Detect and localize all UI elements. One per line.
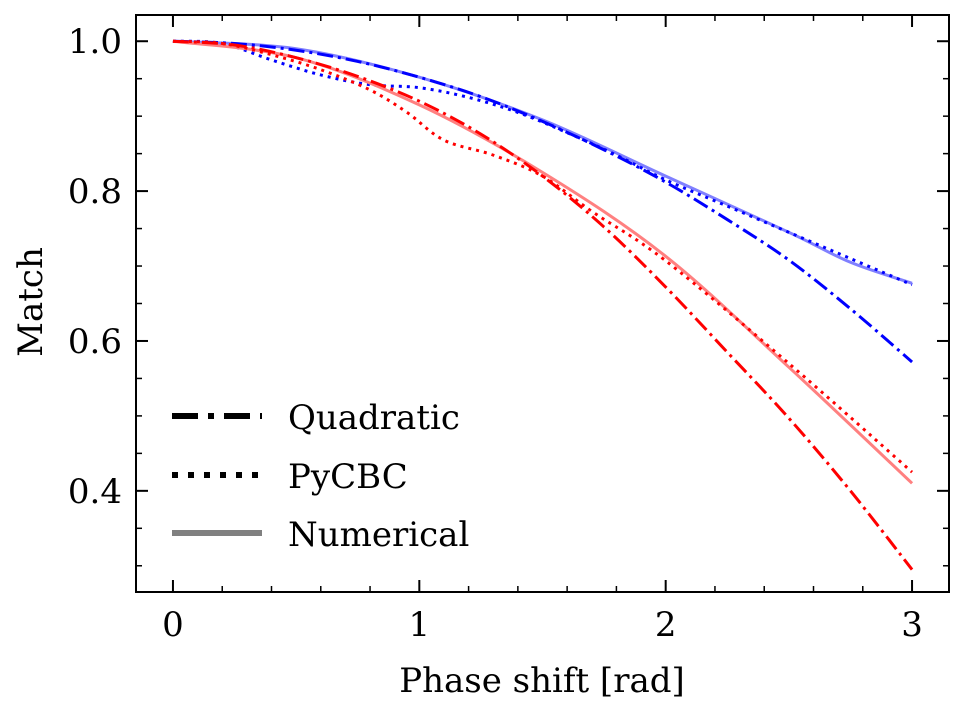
y-tick-label: 1.0 (68, 22, 122, 62)
series-line-blue-quadratic (172, 39, 914, 364)
plot-area: 0 1 2 3 0.4 0.6 0.8 1.0 (68, 14, 950, 645)
x-axis-label: Phase shift [rad] (399, 661, 685, 701)
series-line-blue-numerical (172, 39, 913, 285)
plot-frame (135, 14, 950, 593)
legend-label-numerical: Numerical (288, 515, 469, 555)
x-tick-label: 2 (655, 605, 677, 645)
y-axis-label: Match (11, 247, 51, 357)
x-tick-label: 0 (162, 605, 184, 645)
legend-entry-quadratic: Quadratic (172, 398, 460, 438)
legend: Quadratic PyCBC Numerical (172, 398, 469, 555)
x-tick-label: 3 (901, 605, 923, 645)
y-tick-label: 0.6 (68, 322, 122, 362)
series-line-blue-pycbc (172, 39, 913, 287)
legend-label-pycbc: PyCBC (288, 457, 408, 497)
series-line-red-quadratic (172, 39, 914, 571)
series-layer (172, 39, 914, 571)
x-tick-label: 1 (408, 605, 430, 645)
series-line-red-numerical (172, 39, 914, 485)
legend-entry-pycbc: PyCBC (172, 457, 408, 497)
y-tick-label: 0.4 (68, 472, 122, 512)
legend-label-quadratic: Quadratic (288, 398, 460, 438)
series-line-red-pycbc (172, 39, 914, 474)
y-tick-label: 0.8 (68, 172, 122, 212)
ticks-layer: 0 1 2 3 0.4 0.6 0.8 1.0 (68, 15, 949, 645)
legend-entry-numerical: Numerical (172, 515, 469, 555)
